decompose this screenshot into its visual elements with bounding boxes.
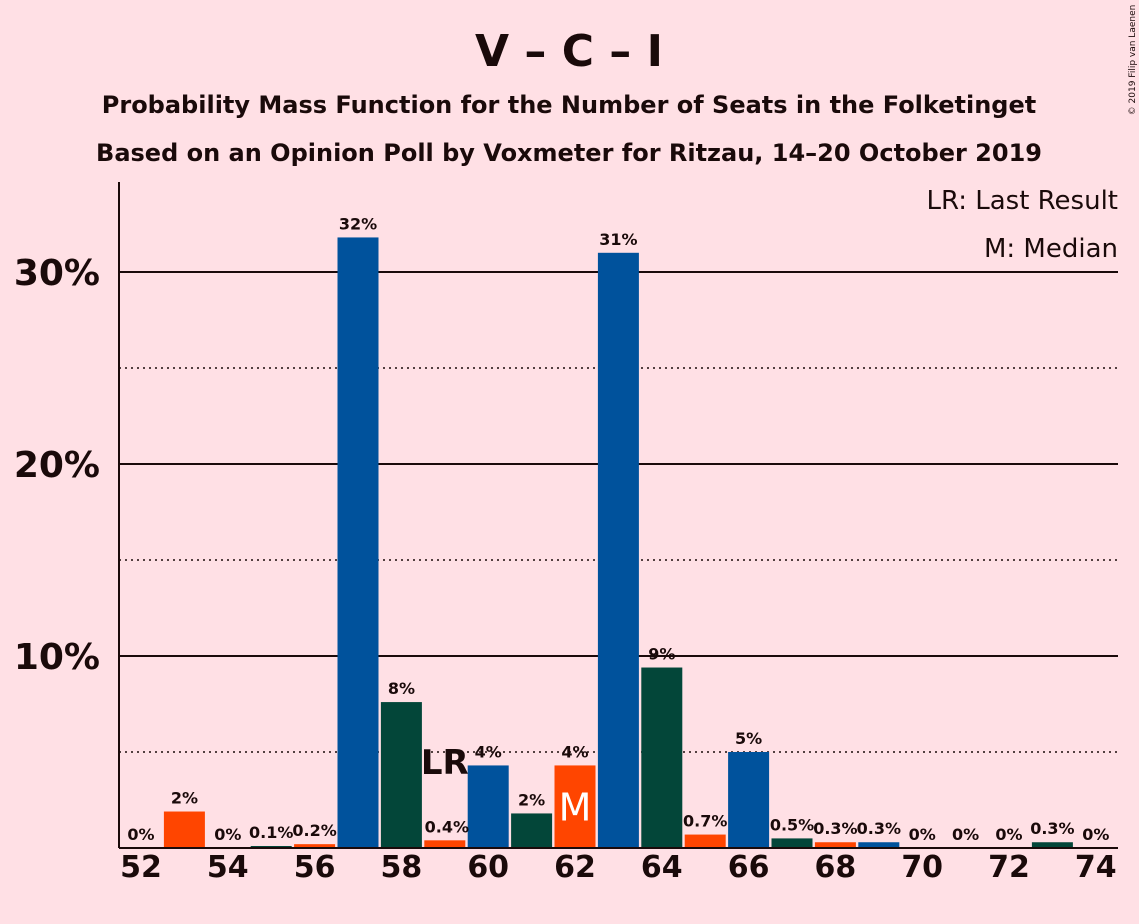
data-labels: 0% 2% 0% 0.1% 0.2% 32% 8% 0.4% LR 4% 2% M 4% 31% 9% 0.7… (127, 214, 1109, 844)
data-label: 8% (388, 679, 415, 698)
bar (858, 842, 900, 848)
data-label: 4% (475, 742, 502, 761)
y-tick-label: 20% (14, 445, 100, 486)
data-label: 9% (648, 645, 675, 664)
bar (814, 842, 856, 848)
x-tick-label: 64 (641, 850, 683, 885)
y-tick-label: 30% (14, 253, 100, 294)
bar (380, 702, 422, 848)
data-label: 0% (214, 825, 241, 844)
bar-series (163, 237, 1073, 849)
chart-title: V – C – I (475, 26, 663, 77)
last-result-marker: LR (421, 743, 469, 783)
x-tick-label: 62 (554, 850, 596, 885)
data-label: 0.3% (813, 819, 857, 838)
legend: LR: Last Result M: Median (926, 186, 1118, 264)
bar (1031, 842, 1073, 848)
legend-median: M: Median (984, 234, 1118, 264)
data-label: 2% (518, 790, 545, 809)
data-label: 0.5% (770, 815, 814, 834)
data-label: 4% (561, 742, 588, 761)
data-label: 32% (339, 214, 377, 233)
copyright-note: © 2019 Filip van Laenen (1128, 5, 1138, 116)
bar (641, 667, 683, 848)
legend-last-result: LR: Last Result (926, 186, 1118, 216)
data-label: 2% (171, 789, 198, 808)
bar (337, 237, 379, 848)
bar (771, 838, 813, 848)
axes: 10% 20% 30% 52 54 56 58 60 62 64 66 68 70 72 74 (14, 182, 1118, 885)
data-label: 0.1% (249, 823, 293, 842)
data-label: 5% (735, 729, 762, 748)
x-tick-label: 52 (120, 850, 162, 885)
bar (684, 834, 726, 848)
data-label: 31% (599, 230, 637, 249)
median-marker: M (559, 786, 592, 830)
data-label: 0.7% (683, 812, 727, 831)
x-tick-label: 66 (728, 850, 770, 885)
bar (467, 765, 509, 848)
data-label: 0.3% (857, 819, 901, 838)
data-label: 0% (995, 825, 1022, 844)
data-label: 0% (909, 825, 936, 844)
chart-subtitle-1: Probability Mass Function for the Number… (102, 91, 1036, 119)
x-tick-label: 68 (815, 850, 857, 885)
data-label: 0.4% (425, 817, 469, 836)
bar (511, 813, 553, 848)
chart-subtitle-2: Based on an Opinion Poll by Voxmeter for… (96, 139, 1042, 167)
bar (728, 752, 770, 848)
data-label: 0% (127, 825, 154, 844)
x-tick-label: 74 (1075, 850, 1117, 885)
bar (424, 840, 466, 848)
data-label: 0% (952, 825, 979, 844)
x-tick-label: 54 (207, 850, 249, 885)
x-tick-label: 72 (988, 850, 1030, 885)
bar (597, 252, 639, 849)
bar (163, 811, 205, 848)
data-label: 0.3% (1030, 819, 1074, 838)
x-tick-label: 56 (294, 850, 336, 885)
data-label: 0% (1082, 825, 1109, 844)
x-tick-label: 60 (467, 850, 509, 885)
y-tick-label: 10% (14, 637, 100, 678)
data-label: 0.2% (292, 821, 336, 840)
bar (294, 844, 336, 848)
x-tick-label: 58 (381, 850, 423, 885)
x-tick-label: 70 (901, 850, 943, 885)
bar (554, 765, 596, 848)
